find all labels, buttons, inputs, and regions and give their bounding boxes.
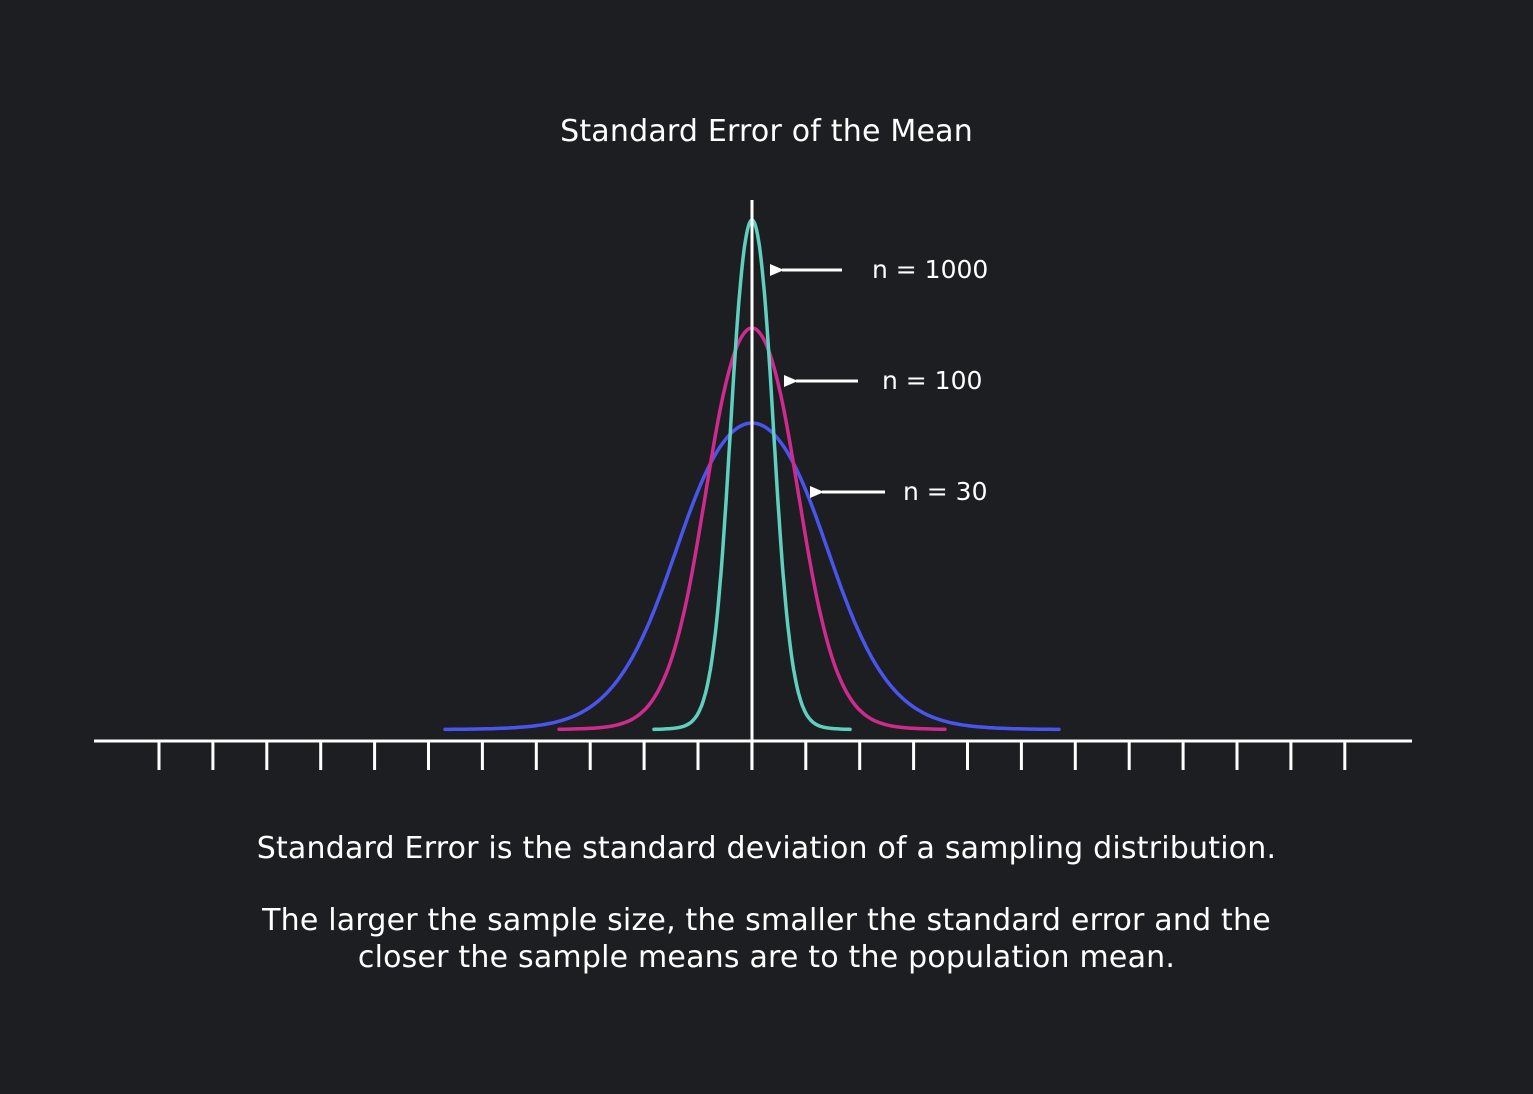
label-n30: n = 30 xyxy=(903,477,988,506)
x-axis-ticks xyxy=(157,741,1347,770)
diagram-title: Standard Error of the Mean xyxy=(560,114,973,149)
label-n100: n = 100 xyxy=(882,366,982,395)
definition-text: Standard Error is the standard deviation… xyxy=(256,831,1277,866)
explanation-line-1: The larger the sample size, the smaller … xyxy=(262,903,1271,938)
label-n1000: n = 1000 xyxy=(872,255,988,284)
explanation-text: The larger the sample size, the smaller … xyxy=(0,902,1533,976)
explanation-line-2: closer the sample means are to the popul… xyxy=(357,940,1176,975)
